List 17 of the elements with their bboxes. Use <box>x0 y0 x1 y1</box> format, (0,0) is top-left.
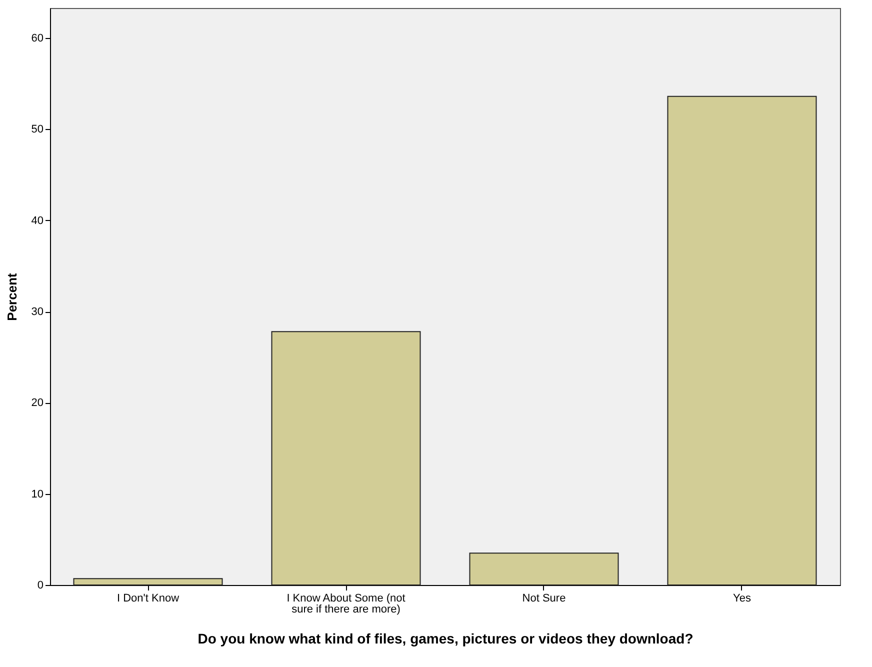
bar <box>73 578 223 586</box>
y-tick-label: 10 <box>31 488 44 500</box>
bar <box>667 96 817 586</box>
y-tick-label: 0 <box>37 580 44 592</box>
y-tick-label: 60 <box>31 32 44 45</box>
y-axis-title: Percent <box>4 272 20 321</box>
x-axis-title: Do you know what kind of files, games, pictures or videos they download? <box>198 630 694 646</box>
x-tick-label: Yes <box>733 592 752 604</box>
y-tick-label: 30 <box>31 306 44 318</box>
y-tick-label: 50 <box>31 124 44 136</box>
bar <box>271 331 421 586</box>
y-tick-label: 20 <box>31 397 44 410</box>
bar <box>469 552 619 586</box>
x-tick-label: I Don't Know <box>116 592 180 604</box>
x-tick-label: I Know About Some (not sure if there are more) <box>286 592 406 616</box>
x-tick-label: Not Sure <box>522 592 566 604</box>
y-tick-label: 40 <box>31 214 44 227</box>
